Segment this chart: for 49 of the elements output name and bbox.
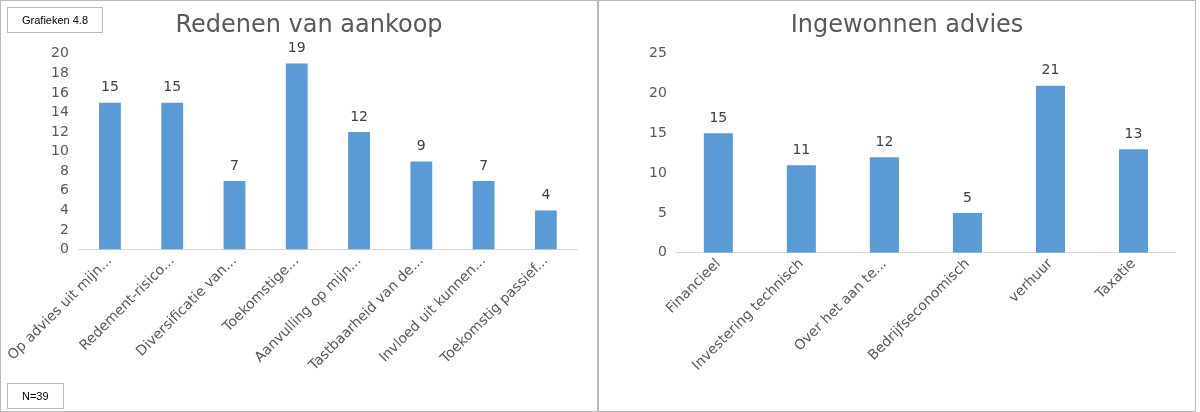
y-tick-label: 10 bbox=[50, 142, 69, 159]
bar bbox=[223, 181, 246, 250]
bar bbox=[348, 132, 370, 250]
data-label: 9 bbox=[416, 137, 426, 154]
y-tick-label: 0 bbox=[59, 240, 69, 257]
data-label: 13 bbox=[1124, 124, 1143, 141]
data-label: 7 bbox=[230, 156, 239, 173]
bar bbox=[472, 181, 495, 250]
y-tick-label: 2 bbox=[59, 220, 69, 237]
bar bbox=[285, 63, 308, 250]
y-tick-label: 8 bbox=[59, 161, 69, 178]
y-tick-label: 0 bbox=[657, 243, 667, 260]
data-label: 11 bbox=[792, 140, 811, 157]
bar bbox=[869, 157, 899, 253]
y-tick-label: 16 bbox=[50, 83, 69, 100]
data-label: 15 bbox=[101, 78, 119, 95]
y-tick-label: 20 bbox=[648, 84, 667, 101]
data-label: 15 bbox=[163, 78, 182, 95]
bar bbox=[1035, 85, 1065, 253]
data-label: 19 bbox=[287, 39, 306, 56]
data-label: 7 bbox=[479, 156, 489, 173]
text: Grafieken 4.8 bbox=[7, 7, 104, 33]
bar bbox=[161, 102, 184, 250]
y-tick-label: 25 bbox=[648, 44, 667, 61]
y-tick-label: 6 bbox=[59, 181, 69, 198]
bar bbox=[703, 133, 733, 253]
data-label: 5 bbox=[962, 188, 972, 205]
y-tick-label: 4 bbox=[59, 201, 69, 218]
bar bbox=[952, 212, 982, 253]
bar bbox=[534, 210, 557, 250]
data-label: 12 bbox=[350, 107, 368, 124]
chart-title: Ingewonnen advies bbox=[790, 9, 1024, 38]
bar bbox=[410, 161, 433, 250]
data-label: 21 bbox=[1041, 61, 1060, 78]
y-tick-label: 12 bbox=[50, 122, 69, 139]
text: N=39 bbox=[7, 383, 64, 409]
y-tick-label: 10 bbox=[648, 163, 667, 180]
chart-title: Redenen van aankoop bbox=[175, 9, 443, 38]
y-tick-label: 5 bbox=[657, 203, 667, 220]
y-tick-label: 15 bbox=[648, 124, 667, 141]
bar bbox=[1118, 149, 1149, 253]
bar bbox=[99, 102, 121, 250]
bar bbox=[786, 165, 816, 253]
data-label: 12 bbox=[875, 132, 894, 149]
y-tick-label: 20 bbox=[50, 44, 69, 61]
y-tick-label: 18 bbox=[50, 64, 69, 81]
y-tick-label: 14 bbox=[50, 103, 69, 120]
data-label: 4 bbox=[541, 186, 551, 203]
data-label: 15 bbox=[709, 109, 728, 126]
